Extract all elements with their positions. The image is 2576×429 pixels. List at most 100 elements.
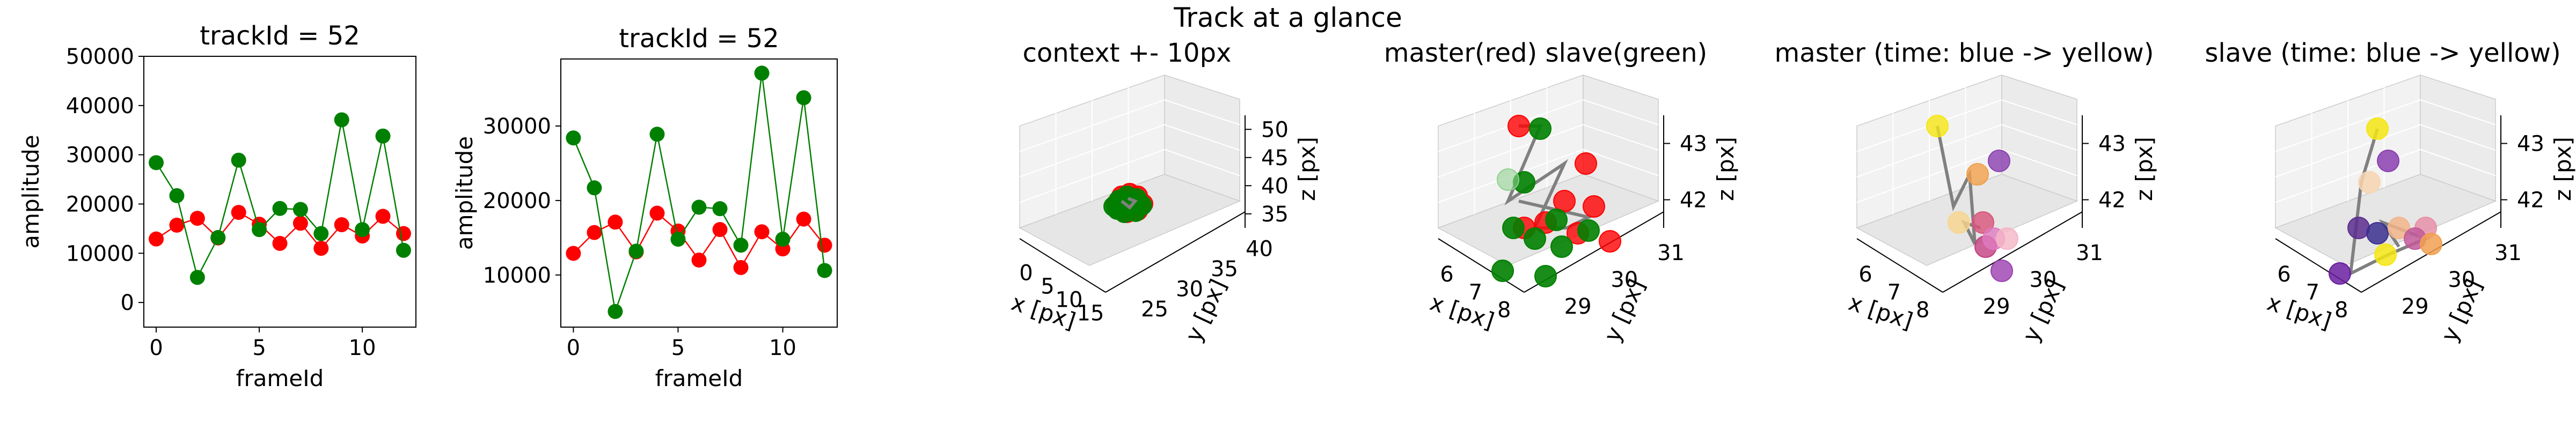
x-tick-label: 5: [252, 336, 266, 360]
y-tick-label: 29: [2402, 294, 2429, 319]
y-tick-label: 30000: [483, 114, 551, 139]
y-tick-label: 40000: [66, 94, 134, 119]
scatter-point: [1550, 235, 1573, 258]
x-axis-label: x [px]: [1427, 289, 1498, 334]
scatter-point: [1948, 211, 1970, 234]
x-axis-line: [1856, 238, 1943, 293]
scatter-point: [1990, 260, 2013, 282]
z-tick-label: 50: [1261, 117, 1289, 142]
x-axis-label: frameId: [655, 365, 743, 391]
scatter-point: [1497, 168, 1519, 191]
scatter-point: [1988, 150, 2010, 172]
x-tick-label: 8: [1497, 298, 1511, 323]
slave-point: [817, 263, 832, 278]
z-axis-label: z [px]: [2131, 137, 2157, 201]
y-tick-label: 29: [1564, 294, 1592, 319]
y-axis-line: [1105, 211, 1246, 293]
master-point: [691, 253, 707, 268]
y-axis-label: y [px]: [1599, 275, 1650, 346]
grid-line: [2420, 99, 2496, 125]
y-tick-label: 10000: [66, 241, 134, 266]
scatter-point: [1553, 190, 1576, 212]
panel-title: context +- 10px: [1023, 38, 1232, 68]
scatter-point: [1966, 163, 1989, 186]
grid-line: [1583, 124, 1659, 151]
scatter-point: [1491, 260, 1514, 282]
x-axis-line: [1019, 238, 1106, 293]
grid-line: [2420, 149, 2496, 176]
z-tick-label: 43: [2098, 132, 2126, 157]
z-tick-label: 43: [1680, 132, 1707, 157]
panel-title: master(red) slave(green): [1384, 38, 1707, 68]
panel-title: slave (time: blue -> yellow): [2205, 38, 2560, 68]
y-tick-label: 0: [121, 291, 134, 315]
master-point: [313, 241, 329, 256]
scatter-point: [1972, 211, 1994, 234]
y-tick-label: 20000: [66, 192, 134, 217]
slave-point: [252, 222, 267, 238]
grid-line: [1164, 124, 1240, 151]
y-tick-label: 30: [2448, 268, 2475, 292]
x-tick-label: 8: [1916, 298, 1929, 323]
y-tick-label: 30000: [66, 143, 134, 168]
y-tick-label: 31: [2076, 241, 2103, 265]
scatter-point: [1577, 219, 1600, 242]
grid-line: [2001, 149, 2077, 176]
x-axis-line: [2275, 238, 2362, 293]
y-axis-line: [1942, 211, 2083, 293]
scatter-point: [1996, 227, 2018, 250]
slave-point: [587, 180, 602, 196]
slave-point: [231, 152, 246, 168]
y-tick-label: 35: [1211, 257, 1238, 282]
y-tick-label: 30: [2029, 268, 2057, 292]
figure-title: Track at a glance: [1174, 2, 1402, 33]
chart-title: trackId = 52: [619, 24, 779, 54]
z-tick-label: 43: [2517, 132, 2544, 157]
master-point: [334, 217, 349, 233]
plot-frame: [143, 56, 416, 328]
z-tick-label: 35: [1261, 202, 1289, 227]
chart-title: trackId = 52: [200, 21, 360, 51]
y-tick-label: 20000: [483, 189, 551, 213]
slave-point: [775, 232, 791, 247]
slave-point: [649, 127, 665, 142]
x-tick-label: 10: [769, 336, 796, 360]
master-point: [649, 205, 665, 221]
master-point: [566, 246, 581, 261]
z-tick-label: 42: [1680, 188, 1707, 213]
scatter-point: [2329, 262, 2351, 285]
y-tick-label: 50000: [66, 45, 134, 69]
x-tick-label: 6: [2277, 262, 2290, 287]
x-tick-label: 10: [1056, 288, 1083, 313]
master-point: [272, 235, 288, 251]
slave-point: [608, 304, 623, 319]
scatter-point: [1575, 152, 1597, 175]
z-tick-label: 45: [1261, 146, 1289, 171]
y-tick-label: 30: [1611, 268, 1638, 292]
scatter-point: [2377, 150, 2399, 172]
master-point: [231, 205, 246, 220]
master-point: [149, 231, 164, 247]
x-tick-label: 7: [1887, 280, 1901, 305]
grid-line: [2275, 99, 2421, 152]
x-axis-label: x [px]: [1846, 289, 1916, 334]
z-tick-label: 42: [2517, 188, 2544, 213]
scatter-point: [1524, 227, 1546, 250]
y-tick-label: 30: [1176, 277, 1203, 302]
z-axis-label: z [px]: [1713, 137, 1739, 201]
scatter-point: [2374, 243, 2397, 266]
slave-point: [712, 201, 728, 217]
amplitude-chart-2: trackId = 52 0 5 10 10000 20000 30000 frameId am…: [451, 24, 838, 391]
slave-point: [313, 226, 329, 241]
slave-point: [566, 130, 581, 146]
scatter-point: [1583, 195, 1605, 218]
y-tick-label: 31: [1657, 241, 1685, 265]
master-point: [292, 216, 308, 231]
x-axis-label: frameId: [236, 365, 324, 391]
plot-frame: [560, 58, 838, 328]
master-point: [189, 211, 205, 226]
slave-point: [754, 65, 770, 81]
x-tick-label: 8: [2334, 298, 2348, 323]
x-tick-label: 5: [1041, 275, 1054, 299]
